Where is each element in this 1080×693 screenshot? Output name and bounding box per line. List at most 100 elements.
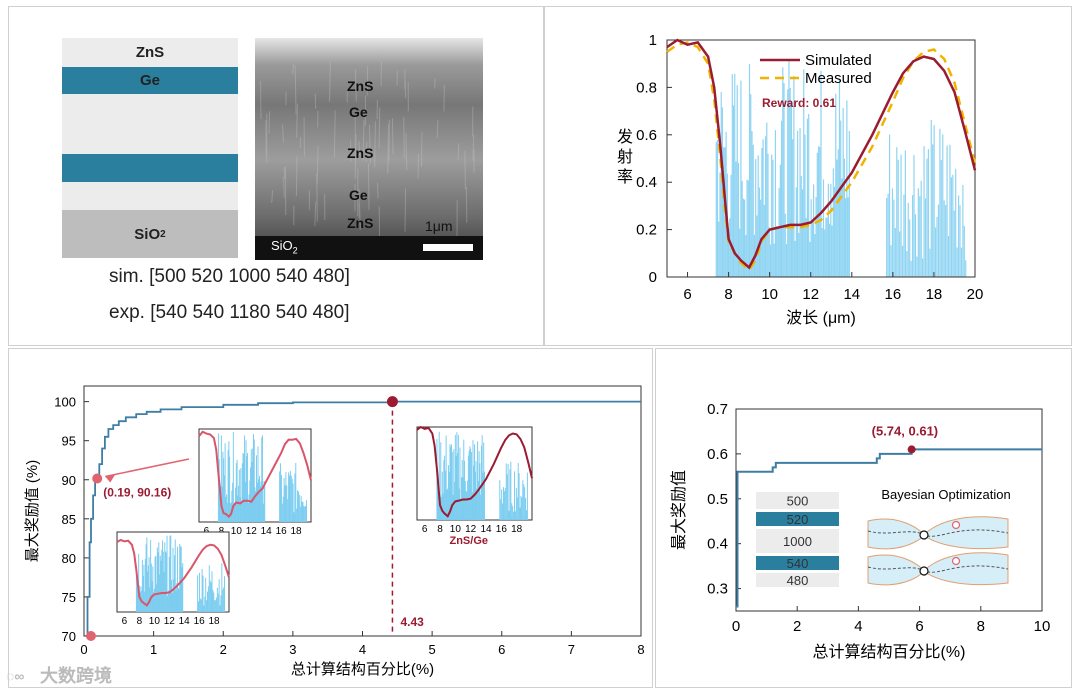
point-knee xyxy=(92,473,103,484)
sem-streak xyxy=(333,110,336,158)
reward-annotation: Reward: 0.61 xyxy=(762,96,836,110)
sem-scale-bar xyxy=(423,244,473,251)
bo-next xyxy=(951,556,961,566)
panel-emissivity: 6 8 10 12 14 16 18 20 0 0.2 0.4 0.6 0.8 1 波长 (μm) 发射率 Si… xyxy=(544,6,1072,346)
inset-tick-label: 16 xyxy=(194,616,206,627)
panel-bayesian: 0 2 4 6 8 10 0.3 0.4 0.5 0.6 0.7 总计算结构百分比(%) 最大奖励值 (5… xyxy=(655,348,1072,688)
sem-streak xyxy=(403,116,405,159)
y-axis-label: 最大奖励值 xyxy=(670,470,688,550)
inset-label: ZnS/Ge xyxy=(449,535,488,547)
sem-streak xyxy=(367,163,370,211)
sem-streak xyxy=(314,201,317,226)
bo-diagram xyxy=(867,516,1009,550)
inset-tick-label: 18 xyxy=(291,526,303,537)
x-tick-label: 20 xyxy=(967,286,984,303)
sem-substrate-sub: 2 xyxy=(292,245,298,256)
sem-streak xyxy=(358,140,361,156)
sem-streak xyxy=(359,203,361,230)
inset-curve xyxy=(198,430,312,519)
x-axis-label: 总计算结构百分比(%) xyxy=(291,660,434,678)
y-tick-label: 0.4 xyxy=(707,536,728,553)
x-tick-label: 6 xyxy=(915,618,923,635)
exp-thickness-text: exp. [540 540 1180 540 480] xyxy=(109,302,350,323)
bo-diagram xyxy=(867,552,1009,586)
x-tick-label: 6 xyxy=(683,286,691,303)
inset-tick-label: 6 xyxy=(122,616,128,627)
layer-label: Ge xyxy=(139,72,160,89)
x-tick-label: 14 xyxy=(843,286,860,303)
y-tick-label: 0.4 xyxy=(636,174,657,191)
inset-curve xyxy=(116,538,230,607)
x-tick-label: 2 xyxy=(220,642,227,657)
inset-tick-label: 12 xyxy=(465,524,477,535)
sem-streak xyxy=(316,172,318,222)
sem-streak xyxy=(282,124,284,143)
sem-streak xyxy=(283,176,285,198)
sem-streak xyxy=(268,111,271,134)
sim-thickness-text: sim. [500 520 1000 540 480] xyxy=(109,266,350,287)
inset-tick-label: 16 xyxy=(496,524,508,535)
y-tick-label: 100 xyxy=(54,395,76,410)
y-tick-label: 85 xyxy=(62,512,76,527)
y-axis-char: 发 xyxy=(617,128,633,146)
x-tick-label: 8 xyxy=(977,618,985,635)
x-axis-label: 波长 (μm) xyxy=(786,309,856,327)
sem-streak xyxy=(374,121,376,168)
y-axis-label: 最大奖励值 (%) xyxy=(24,460,41,563)
series-best xyxy=(85,400,641,637)
bo-sample xyxy=(919,530,929,540)
x-tick-label: 5 xyxy=(429,642,436,657)
y-tick-label: 0.5 xyxy=(707,491,728,508)
inset-tick-label: 6 xyxy=(422,524,428,535)
inset-tick-label: 14 xyxy=(179,616,191,627)
inset-layer-label: 520 xyxy=(787,512,809,527)
inset-spectrum: 6 8 10 12 14 16 18 ZnS/Ge xyxy=(416,425,533,547)
sem-streak xyxy=(354,133,357,180)
sem-streak xyxy=(316,145,319,185)
inset-layer-label: 500 xyxy=(787,494,809,509)
x-tick-label: 12 xyxy=(802,286,819,303)
inset-tick-label: 10 xyxy=(450,524,462,535)
inset-title: Bayesian Optimization xyxy=(881,487,1010,502)
sem-label-ge2: Ge xyxy=(349,187,368,203)
y-tick-label: 0.7 xyxy=(707,401,728,418)
inset-tick-label: 12 xyxy=(246,526,258,537)
sem-streak xyxy=(292,63,294,75)
layer-zns-mid xyxy=(62,94,238,154)
y-tick-label: 95 xyxy=(62,434,76,449)
legend-label-simulated: Simulated xyxy=(805,52,872,69)
sem-streak xyxy=(294,65,297,115)
point-best xyxy=(907,445,916,454)
sem-streak xyxy=(434,78,436,89)
sem-streak xyxy=(457,143,460,160)
sem-label-zns3: ZnS xyxy=(347,215,374,231)
sem-streak xyxy=(295,156,298,197)
y-axis-char: 射 xyxy=(617,148,633,166)
inset-layer-label: 1000 xyxy=(783,534,812,549)
arrow-line xyxy=(105,458,190,478)
series-simulated xyxy=(666,38,977,270)
x-tick-label: 3 xyxy=(289,642,296,657)
substrate-subscript: 2 xyxy=(160,228,166,240)
panel-optimization: 0 1 2 3 4 5 6 7 8 70 75 80 85 90 95 100 总计算结构百分比(%) 最大奖励值… xyxy=(8,348,653,688)
inset-layer xyxy=(756,492,839,509)
inset-layer xyxy=(756,573,839,587)
sem-streak xyxy=(436,119,439,139)
sem-streak xyxy=(296,103,298,138)
plot-frame xyxy=(735,408,1043,612)
layer-label: ZnS xyxy=(135,44,165,61)
inset-tick-label: 14 xyxy=(480,524,492,535)
x-axis-label: 总计算结构百分比(%) xyxy=(813,642,966,661)
x-tick-label: 16 xyxy=(885,286,902,303)
inset-layer-label: 540 xyxy=(787,556,809,571)
y-tick-label: 80 xyxy=(62,551,76,566)
x-tick-label: 10 xyxy=(1034,618,1051,635)
x-tick-label: 4 xyxy=(854,618,862,635)
inset-tick-label: 14 xyxy=(261,526,273,537)
legend-label-measured: Measured xyxy=(805,70,872,87)
sem-label-zns2: ZnS xyxy=(347,145,374,161)
sem-streak xyxy=(420,131,423,167)
x-tick-label: 0 xyxy=(732,618,740,635)
